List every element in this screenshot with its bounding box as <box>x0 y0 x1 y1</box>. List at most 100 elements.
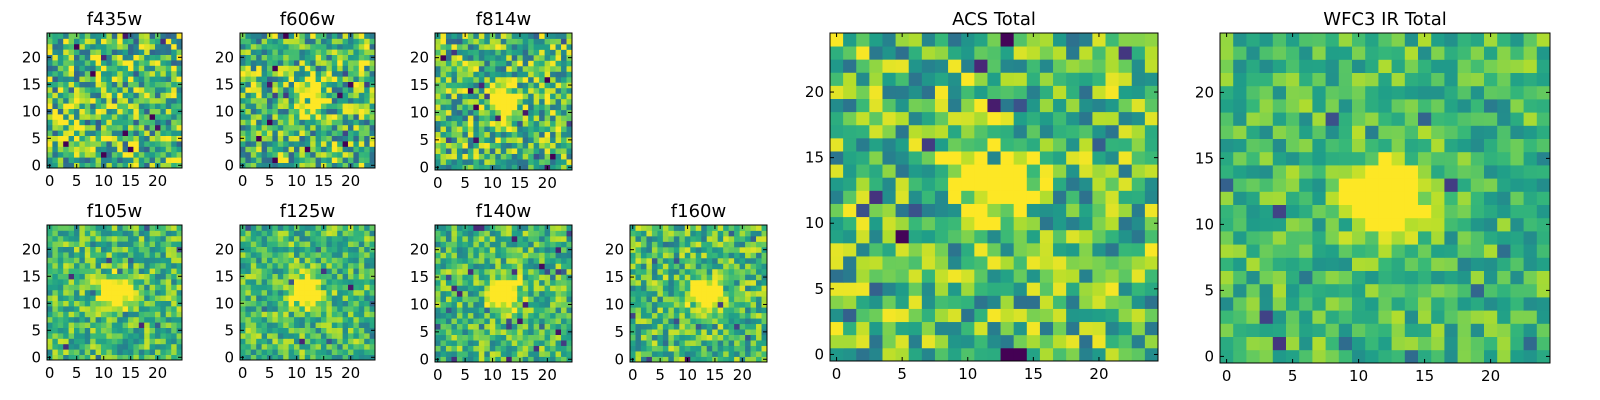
heatmap-cell <box>57 354 64 361</box>
heatmap-cell <box>165 76 172 82</box>
heatmap-cell <box>171 70 177 77</box>
heatmap-cell <box>240 333 246 339</box>
heatmap-cell <box>68 135 75 142</box>
heatmap-cell <box>495 104 502 111</box>
heatmap-cell <box>467 76 474 83</box>
heatmap-cell <box>544 301 551 308</box>
heatmap-cell <box>561 33 567 39</box>
heatmap-cell <box>495 225 502 231</box>
heatmap-cell <box>310 43 316 50</box>
heatmap-cell <box>84 97 91 104</box>
heatmap-cell <box>961 269 975 283</box>
heatmap-cell <box>467 33 474 39</box>
x-tick-label: 10 <box>94 364 113 382</box>
heatmap-cell <box>561 274 567 281</box>
heatmap-cell <box>315 65 322 72</box>
x-tick-label: 5 <box>265 364 275 382</box>
heatmap-cell <box>321 306 327 312</box>
heatmap-cell <box>250 246 257 253</box>
heatmap-cell <box>155 87 161 93</box>
heatmap-cell <box>149 81 156 88</box>
heatmap-cell <box>294 235 300 242</box>
y-tick-label: 15 <box>22 75 41 93</box>
heatmap-cell <box>533 164 540 171</box>
heatmap-cell <box>79 279 86 285</box>
heatmap-cell <box>662 274 669 281</box>
heatmap-cell <box>544 148 551 154</box>
heatmap-cell <box>138 114 145 120</box>
heatmap-cell <box>79 70 86 77</box>
heatmap-cell <box>68 279 75 285</box>
heatmap-cell <box>489 54 496 61</box>
heatmap-cell <box>478 153 485 160</box>
heatmap-cell <box>1026 216 1041 231</box>
heatmap-cell <box>310 289 316 296</box>
heatmap-cell <box>122 225 129 231</box>
heatmap-cell <box>522 43 529 50</box>
heatmap-cell <box>462 142 469 149</box>
heatmap-cell <box>304 146 311 153</box>
heatmap-cell <box>934 242 949 257</box>
heatmap-cell <box>326 300 333 307</box>
heatmap-cell <box>79 130 86 136</box>
heatmap-cell <box>435 296 441 303</box>
heatmap-cell <box>277 273 284 280</box>
heatmap-cell <box>68 60 75 66</box>
heatmap-cell <box>353 130 360 136</box>
heatmap-cell <box>106 246 113 253</box>
heatmap-cell <box>1118 334 1133 349</box>
heatmap-cell <box>484 340 491 346</box>
heatmap-cell <box>106 119 113 126</box>
heatmap-cell <box>47 43 53 50</box>
heatmap-cell <box>533 296 540 303</box>
heatmap-cell <box>745 296 751 303</box>
heatmap-cell <box>690 246 697 253</box>
heatmap-cell <box>250 262 257 269</box>
heatmap-cell <box>310 146 316 153</box>
heatmap-cell <box>122 38 129 45</box>
heatmap-cell <box>128 246 134 253</box>
heatmap-cell <box>451 268 458 275</box>
heatmap-cell <box>149 295 156 301</box>
heatmap-cell <box>646 307 653 314</box>
heatmap-cell <box>337 141 343 147</box>
heatmap-cell <box>734 279 740 286</box>
heatmap-cell <box>566 263 573 270</box>
heatmap-cell <box>739 307 746 314</box>
heatmap-cell <box>245 54 252 61</box>
heatmap-cell <box>511 307 518 314</box>
heatmap-cell <box>294 124 300 131</box>
heatmap-cell <box>304 92 311 99</box>
heatmap-cell <box>160 322 167 328</box>
heatmap-cell <box>369 92 376 99</box>
heatmap-cell <box>272 273 279 280</box>
heatmap-cell <box>566 159 573 165</box>
heatmap-cell <box>95 295 102 301</box>
heatmap-cell <box>961 308 975 323</box>
heatmap-cell <box>106 124 113 131</box>
heatmap-cell <box>679 246 686 253</box>
heatmap-cell <box>79 146 86 153</box>
heatmap-cell <box>283 33 289 39</box>
heatmap-cell <box>522 109 529 116</box>
heatmap-cell <box>511 49 518 56</box>
heatmap-cell <box>326 311 333 318</box>
heatmap-cell <box>101 43 107 50</box>
heatmap-cell <box>101 65 107 72</box>
heatmap-cell <box>144 119 150 126</box>
heatmap-cell <box>869 269 883 283</box>
heatmap-cell <box>133 92 140 99</box>
heatmap-cell <box>165 252 172 258</box>
heatmap-cell <box>337 33 343 39</box>
heatmap-cell <box>750 318 757 325</box>
heatmap-cell <box>544 329 551 335</box>
heatmap-cell <box>511 76 518 83</box>
heatmap-cell <box>701 351 708 357</box>
heatmap-cell <box>462 87 469 94</box>
heatmap-cell <box>987 295 1001 309</box>
heatmap-cell <box>47 146 53 153</box>
heatmap-cell <box>63 60 69 66</box>
heatmap-cell <box>149 252 156 258</box>
heatmap-cell <box>566 131 573 138</box>
heatmap-cell <box>149 124 156 131</box>
